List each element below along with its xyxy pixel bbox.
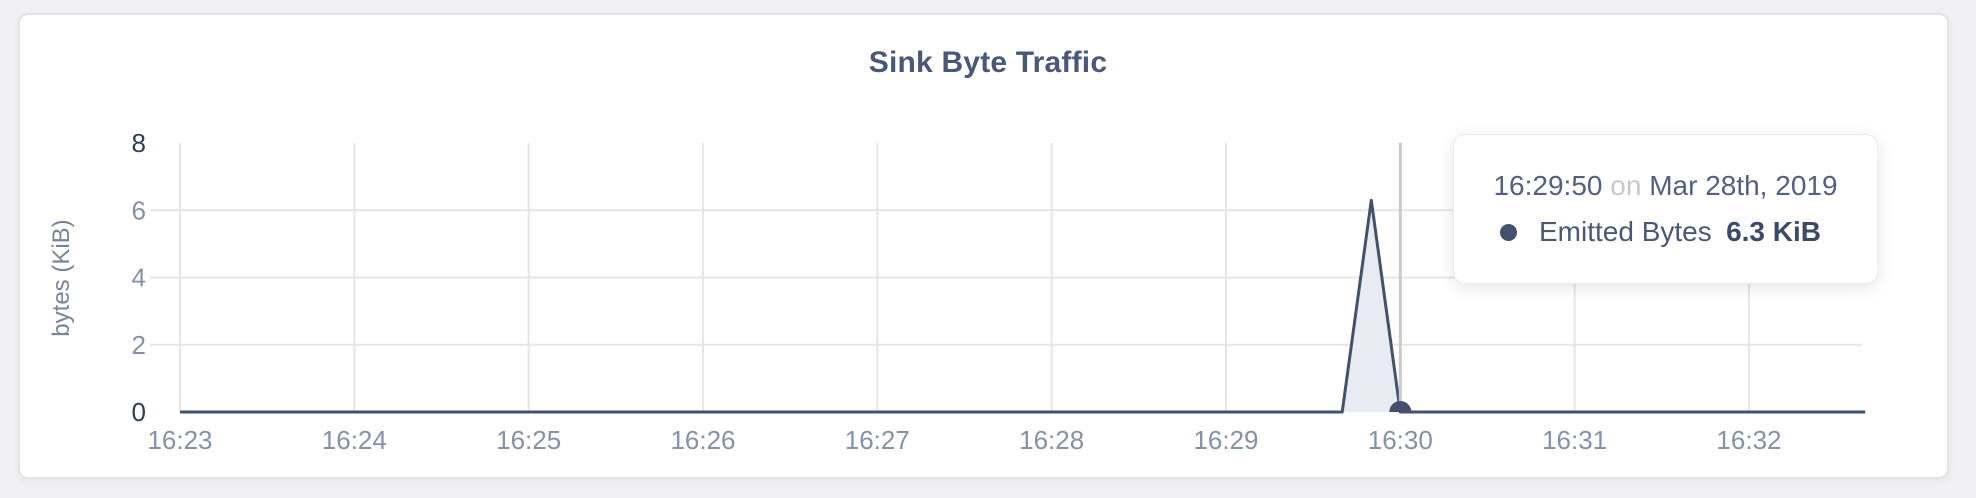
tooltip-time: 16:29:50 <box>1493 170 1603 201</box>
series-dot-icon <box>1500 223 1517 241</box>
tooltip: 16:29:50 on Mar 28th, 2019 Emitted Bytes… <box>1453 134 1878 284</box>
y-tick-label: 0 <box>132 397 146 427</box>
x-tick-label: 16:30 <box>1368 425 1433 455</box>
tooltip-header: 16:29:50 on Mar 28th, 2019 <box>1454 167 1877 205</box>
x-tick-label: 16:31 <box>1542 425 1607 455</box>
x-tick-label: 16:25 <box>496 425 561 455</box>
y-tick-label: 6 <box>132 195 146 225</box>
x-tick-label: 16:24 <box>322 425 387 455</box>
x-tick-label: 16:23 <box>147 425 212 455</box>
highlighted-point-dot <box>1389 401 1412 412</box>
x-tick-label: 16:27 <box>845 425 910 455</box>
x-tick-label: 16:32 <box>1716 425 1781 455</box>
tooltip-preposition: on <box>1610 170 1642 201</box>
chart-title: Sink Byte Traffic <box>868 46 1108 79</box>
tooltip-series-label: Emitted Bytes <box>1539 216 1712 247</box>
y-tick-label: 2 <box>132 330 146 360</box>
tooltip-value: 6.3 KiB <box>1726 216 1821 247</box>
x-tick-label: 16:29 <box>1193 425 1258 455</box>
tooltip-series-row: Emitted Bytes 6.3 KiB <box>1454 213 1877 251</box>
x-tick-label: 16:26 <box>670 425 735 455</box>
x-tick-label: 16:28 <box>1019 425 1084 455</box>
series-line <box>180 198 1866 414</box>
tooltip-date: Mar 28th, 2019 <box>1649 170 1838 201</box>
y-tick-label: 4 <box>132 263 146 293</box>
y-tick-label: 8 <box>132 128 146 158</box>
